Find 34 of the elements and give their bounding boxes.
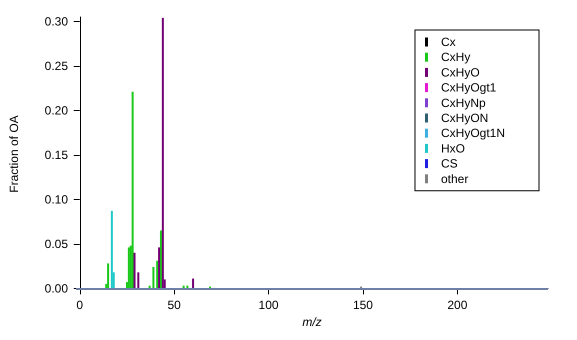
x-tick-label: 0: [76, 298, 84, 312]
y-tick-label: 0.10: [44, 192, 68, 206]
y-tick-label: 0.00: [44, 281, 68, 296]
legend-label: CxHyNp: [440, 96, 486, 110]
y-tick-label: 0.25: [44, 58, 68, 73]
bar: [158, 247, 160, 288]
y-tick-label: 0.05: [44, 236, 68, 251]
x-tick-label: 50: [167, 298, 182, 312]
x-axis-title: m/z: [302, 314, 322, 329]
legend-label: CS: [440, 156, 458, 171]
x-tick-label: 100: [258, 298, 279, 312]
bar: [160, 230, 162, 288]
bar: [192, 278, 194, 288]
legend-label: CxHyOgt1N: [440, 126, 505, 140]
bar: [132, 92, 134, 288]
bar: [137, 272, 140, 288]
bar: [156, 260, 158, 288]
y-tick-label: 0.20: [44, 103, 68, 118]
legend-label: CxHyOgt1: [440, 80, 497, 95]
legend-label: CxHyO: [440, 65, 480, 80]
bar: [110, 210, 113, 288]
legend-label: CxHyON: [440, 111, 488, 125]
legend-label: HxO: [440, 141, 465, 156]
legend-label: other: [440, 172, 468, 186]
legend-label: Cx: [440, 35, 456, 49]
legend-label: CxHy: [440, 50, 470, 64]
x-tick-label: 150: [352, 298, 374, 312]
y-tick-label: 0.15: [44, 148, 68, 162]
x-tick-label: 200: [447, 298, 468, 312]
y-tick-label: 0.30: [44, 14, 68, 28]
bar: [134, 252, 136, 288]
y-axis-title: Fraction of OA: [7, 115, 21, 193]
bar: [107, 263, 110, 288]
bar: [162, 18, 164, 288]
